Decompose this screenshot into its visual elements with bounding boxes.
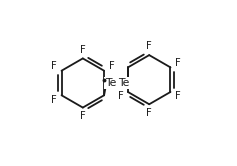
Text: F: F — [175, 91, 181, 101]
Text: F: F — [51, 95, 57, 105]
Text: Te: Te — [118, 78, 129, 88]
Text: F: F — [118, 91, 123, 101]
Text: F: F — [175, 58, 181, 68]
Text: F: F — [80, 45, 86, 55]
Text: F: F — [109, 61, 114, 71]
Text: F: F — [146, 108, 152, 118]
Text: F: F — [51, 61, 57, 71]
Text: F: F — [80, 111, 86, 121]
Text: F: F — [146, 42, 152, 51]
Text: Te: Te — [105, 78, 117, 88]
